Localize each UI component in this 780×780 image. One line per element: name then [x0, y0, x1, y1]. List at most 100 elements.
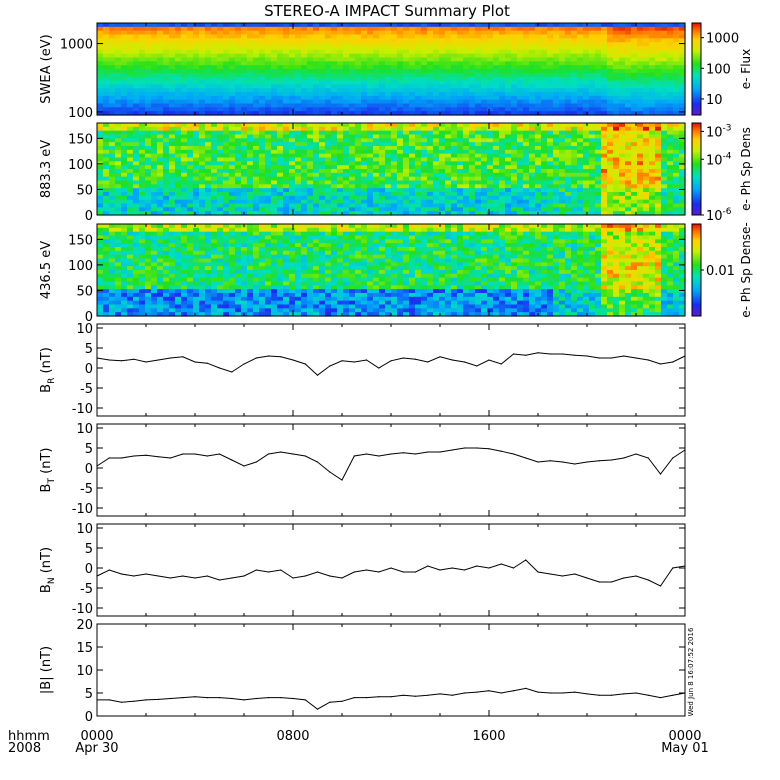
spectrogram-cell — [661, 157, 668, 162]
spectrogram-cell — [211, 49, 218, 55]
spectrogram-cell — [373, 23, 380, 28]
spectrogram-cell — [133, 247, 140, 252]
spectrogram-cell — [595, 180, 602, 185]
spectrogram-cell — [613, 211, 620, 216]
spectrogram-cell — [307, 142, 314, 147]
spectrogram-cell — [103, 157, 110, 162]
spectrogram-cell — [493, 95, 500, 101]
spectrogram-cell — [529, 38, 536, 43]
spectrogram-cell — [403, 80, 410, 85]
spectrogram-cell — [451, 123, 458, 128]
spectrogram-cell — [601, 192, 608, 197]
spectrogram-cell — [427, 99, 434, 105]
spectrogram-cell — [379, 149, 386, 155]
spectrogram-cell — [643, 80, 650, 85]
spectrogram-cell — [169, 172, 176, 178]
spectrogram-cell — [97, 195, 104, 201]
spectrogram-cell — [595, 65, 602, 70]
spectrogram-cell — [631, 165, 638, 170]
spectrogram-cell — [625, 111, 632, 116]
spectrogram-cell — [433, 192, 440, 197]
spectrogram-cell — [385, 192, 392, 197]
spectrogram-cell — [523, 80, 530, 85]
spectrogram-cell — [163, 103, 170, 108]
spectrogram-cell — [607, 199, 614, 205]
spectrogram-cell — [361, 92, 368, 97]
spectrogram-cell — [547, 203, 554, 208]
spectrogram-cell — [163, 172, 170, 178]
spectrogram-cell — [229, 130, 236, 136]
spectrogram-cell — [259, 203, 266, 208]
spectrogram-cell — [649, 107, 656, 112]
spectrogram-cell — [649, 26, 656, 32]
spectrogram-cell — [301, 130, 308, 136]
spectrogram-cell — [583, 176, 590, 182]
spectrogram-cell — [385, 23, 392, 28]
spectrogram-cell — [229, 199, 236, 205]
spectrogram-cell — [475, 92, 482, 97]
spectrogram-cell — [109, 130, 116, 136]
spectrogram-cell — [391, 130, 398, 136]
spectrogram-cell — [643, 103, 650, 108]
spectrogram-cell — [445, 34, 452, 39]
spectrogram-cell — [283, 165, 290, 170]
spectrogram-cell — [229, 26, 236, 32]
spectrogram-cell — [673, 149, 680, 155]
spectrogram-cell — [289, 176, 296, 182]
spectrogram-cell — [109, 95, 116, 101]
spectrogram-cell — [97, 130, 104, 136]
spectrogram-cell — [649, 57, 656, 62]
spectrogram-cell — [529, 169, 536, 174]
spectrogram-cell — [157, 211, 164, 216]
spectrogram-cell — [373, 153, 380, 159]
spectrogram-cell — [517, 80, 524, 85]
spectrogram-cell — [661, 57, 668, 62]
spectrogram-cell — [601, 26, 608, 32]
spectrogram-cell — [679, 103, 686, 108]
spectrogram-cell — [355, 42, 362, 47]
spectrogram-cell — [445, 192, 452, 197]
spectrogram-cell — [343, 65, 350, 70]
spectrogram-cell — [607, 176, 614, 182]
spectrogram-cell — [457, 153, 464, 159]
spectrogram-cell — [517, 211, 524, 216]
spectrogram-cell — [337, 95, 344, 101]
spectrogram-cell — [589, 72, 596, 78]
spectrogram-cell — [391, 146, 398, 151]
spectrogram-cell — [139, 142, 146, 147]
spectrogram-cell — [475, 169, 482, 174]
spectrogram-cell — [193, 142, 200, 147]
spectrogram-cell — [661, 76, 668, 82]
spectrogram-cell — [367, 61, 374, 66]
spectrogram-cell — [577, 69, 584, 74]
spectrogram-cell — [289, 38, 296, 43]
spectrogram-cell — [643, 165, 650, 170]
spectrogram-cell — [385, 84, 392, 89]
spectrogram-cell — [133, 262, 140, 267]
spectrogram-cell — [493, 184, 500, 189]
spectrogram-cell — [457, 95, 464, 101]
spectrogram-cell — [529, 149, 536, 155]
spectrogram-cell — [433, 165, 440, 170]
spectrogram-cell — [649, 172, 656, 178]
spectrogram-cell — [235, 149, 242, 155]
spectrogram-cell — [427, 57, 434, 62]
spectrogram-cell — [655, 211, 662, 216]
spectrogram-cell — [457, 203, 464, 208]
spectrogram-cell — [109, 270, 116, 275]
spectrogram-cell — [451, 61, 458, 66]
spectrogram-cell — [151, 57, 158, 62]
spectrogram-cell — [439, 88, 446, 93]
spectrogram-cell — [421, 65, 428, 70]
spectrogram-cell — [325, 80, 332, 85]
spectrogram-cell — [385, 184, 392, 189]
spectrogram-cell — [529, 26, 536, 32]
spectrogram-cell — [607, 203, 614, 208]
spectrogram-cell — [175, 126, 182, 132]
spectrogram-cell — [367, 176, 374, 182]
spectrogram-cell — [193, 23, 200, 28]
spectrogram-cell — [433, 153, 440, 159]
spectrogram-cell — [445, 199, 452, 205]
spectrogram-cell — [661, 130, 668, 136]
spectrogram-cell — [517, 49, 524, 55]
